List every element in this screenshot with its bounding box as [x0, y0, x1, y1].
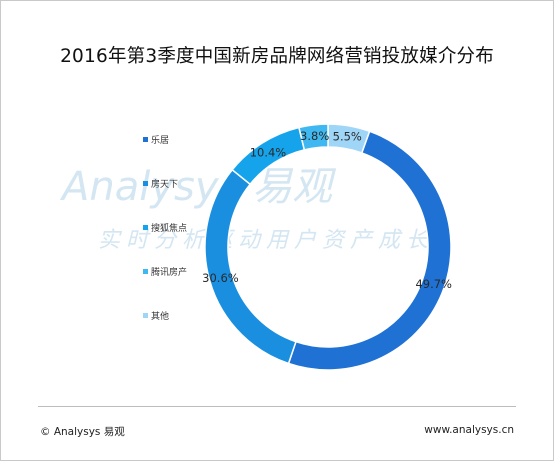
data-label-乐居: 49.7% — [415, 277, 452, 291]
data-label-搜狐焦点: 10.4% — [250, 145, 287, 159]
slice-房天下 — [204, 168, 297, 365]
legend-label: 房天下 — [151, 180, 179, 190]
legend-swatch — [143, 225, 148, 230]
legend-label: 乐居 — [151, 136, 170, 146]
legend-label: 腾讯房产 — [151, 268, 188, 278]
legend-swatch — [143, 181, 148, 186]
legend-label: 搜狐焦点 — [151, 224, 188, 234]
legend-item-搜狐焦点: 搜狐焦点 — [143, 221, 187, 234]
website-link[interactable]: www.analysys.cn — [424, 424, 514, 436]
legend-item-其他: 其他 — [143, 309, 169, 322]
chart-title: 2016年第3季度中国新房品牌网络营销投放媒介分布 — [60, 46, 494, 67]
data-label-腾讯房产: 3.8% — [300, 129, 329, 143]
legend-item-房天下: 房天下 — [143, 177, 178, 190]
data-label-房天下: 30.6% — [202, 271, 239, 285]
legend-swatch — [143, 313, 148, 318]
slice-腾讯房产 — [298, 123, 329, 151]
legend-swatch — [143, 269, 148, 274]
copyright-text: © Analysys 易观 — [40, 426, 125, 438]
legend-item-腾讯房产: 腾讯房产 — [143, 265, 187, 278]
footer-divider — [38, 406, 516, 407]
slice-乐居 — [287, 130, 452, 371]
legend-label: 其他 — [151, 312, 170, 322]
data-label-其他: 5.5% — [333, 130, 362, 144]
legend-item-乐居: 乐居 — [143, 133, 169, 146]
legend-swatch — [143, 137, 148, 142]
